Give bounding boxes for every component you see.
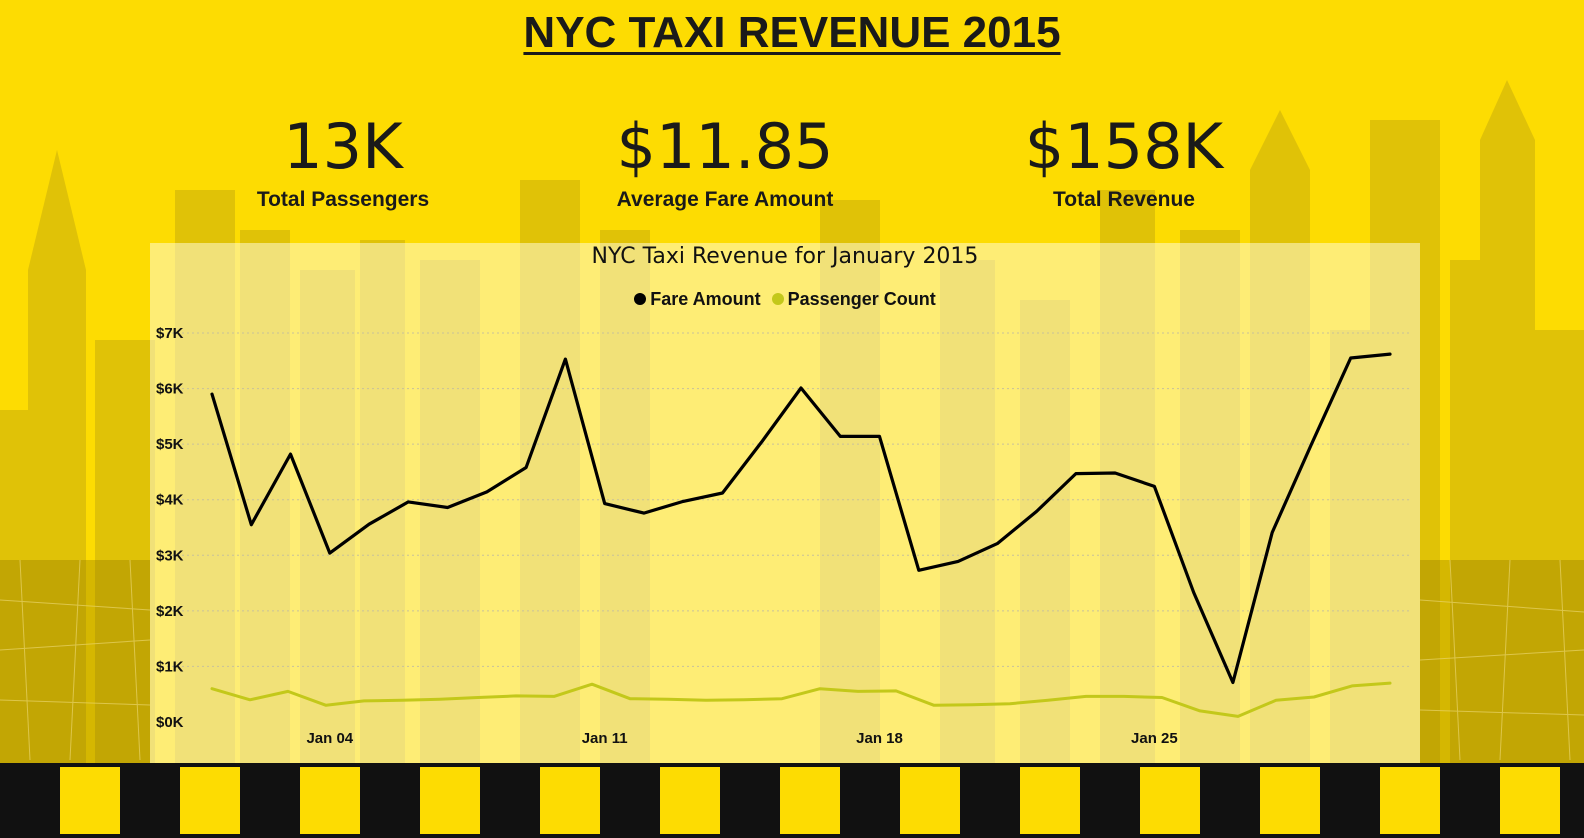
chart-legend: Fare Amount Passenger Count bbox=[150, 289, 1420, 310]
y-tick-label: $0K bbox=[156, 714, 184, 731]
x-tick-label: Jan 04 bbox=[306, 730, 353, 747]
taxi-checker-strip bbox=[0, 763, 1584, 838]
chart-panel bbox=[150, 243, 1420, 763]
dashboard-title: NYC TAXI REVENUE 2015 bbox=[523, 8, 1061, 57]
kpi-value: $11.85 bbox=[616, 110, 834, 183]
kpi-label: Total Passengers bbox=[256, 188, 430, 211]
series-line-fare-amount[interactable] bbox=[210, 352, 1392, 685]
x-tick-label: Jan 11 bbox=[582, 730, 628, 747]
kpi-label: Average Fare Amount bbox=[616, 188, 834, 211]
x-tick-label: Jan 25 bbox=[1131, 730, 1178, 747]
legend-item-passenger-count[interactable]: Passenger Count bbox=[771, 289, 936, 310]
legend-label: Fare Amount bbox=[650, 289, 761, 309]
legend-marker-icon bbox=[771, 293, 784, 305]
legend-item-fare-amount[interactable]: Fare Amount bbox=[634, 289, 761, 310]
kpi-value: 13K bbox=[283, 110, 403, 183]
legend-label: Passenger Count bbox=[787, 289, 936, 309]
kpi-total-revenue: $158K Total Revenue bbox=[944, 112, 1304, 212]
y-tick-label: $7K bbox=[156, 325, 184, 342]
y-tick-label: $1K bbox=[156, 658, 184, 675]
x-tick-label: Jan 18 bbox=[856, 730, 903, 747]
chart-title: NYC Taxi Revenue for January 2015 bbox=[591, 244, 979, 269]
kpi-value: $158K bbox=[1024, 110, 1224, 183]
y-tick-label: $5K bbox=[156, 436, 184, 453]
kpi-average-fare: $11.85 Average Fare Amount bbox=[545, 112, 905, 212]
kpi-label: Total Revenue bbox=[1053, 188, 1195, 211]
legend-marker-icon bbox=[634, 293, 647, 305]
y-tick-label: $3K bbox=[156, 547, 184, 564]
y-tick-label: $6K bbox=[156, 381, 184, 398]
y-tick-label: $4K bbox=[156, 492, 184, 509]
kpi-total-passengers: 13K Total Passengers bbox=[163, 112, 523, 212]
series-line-passenger-count[interactable] bbox=[210, 681, 1392, 718]
y-tick-label: $2K bbox=[156, 603, 184, 620]
